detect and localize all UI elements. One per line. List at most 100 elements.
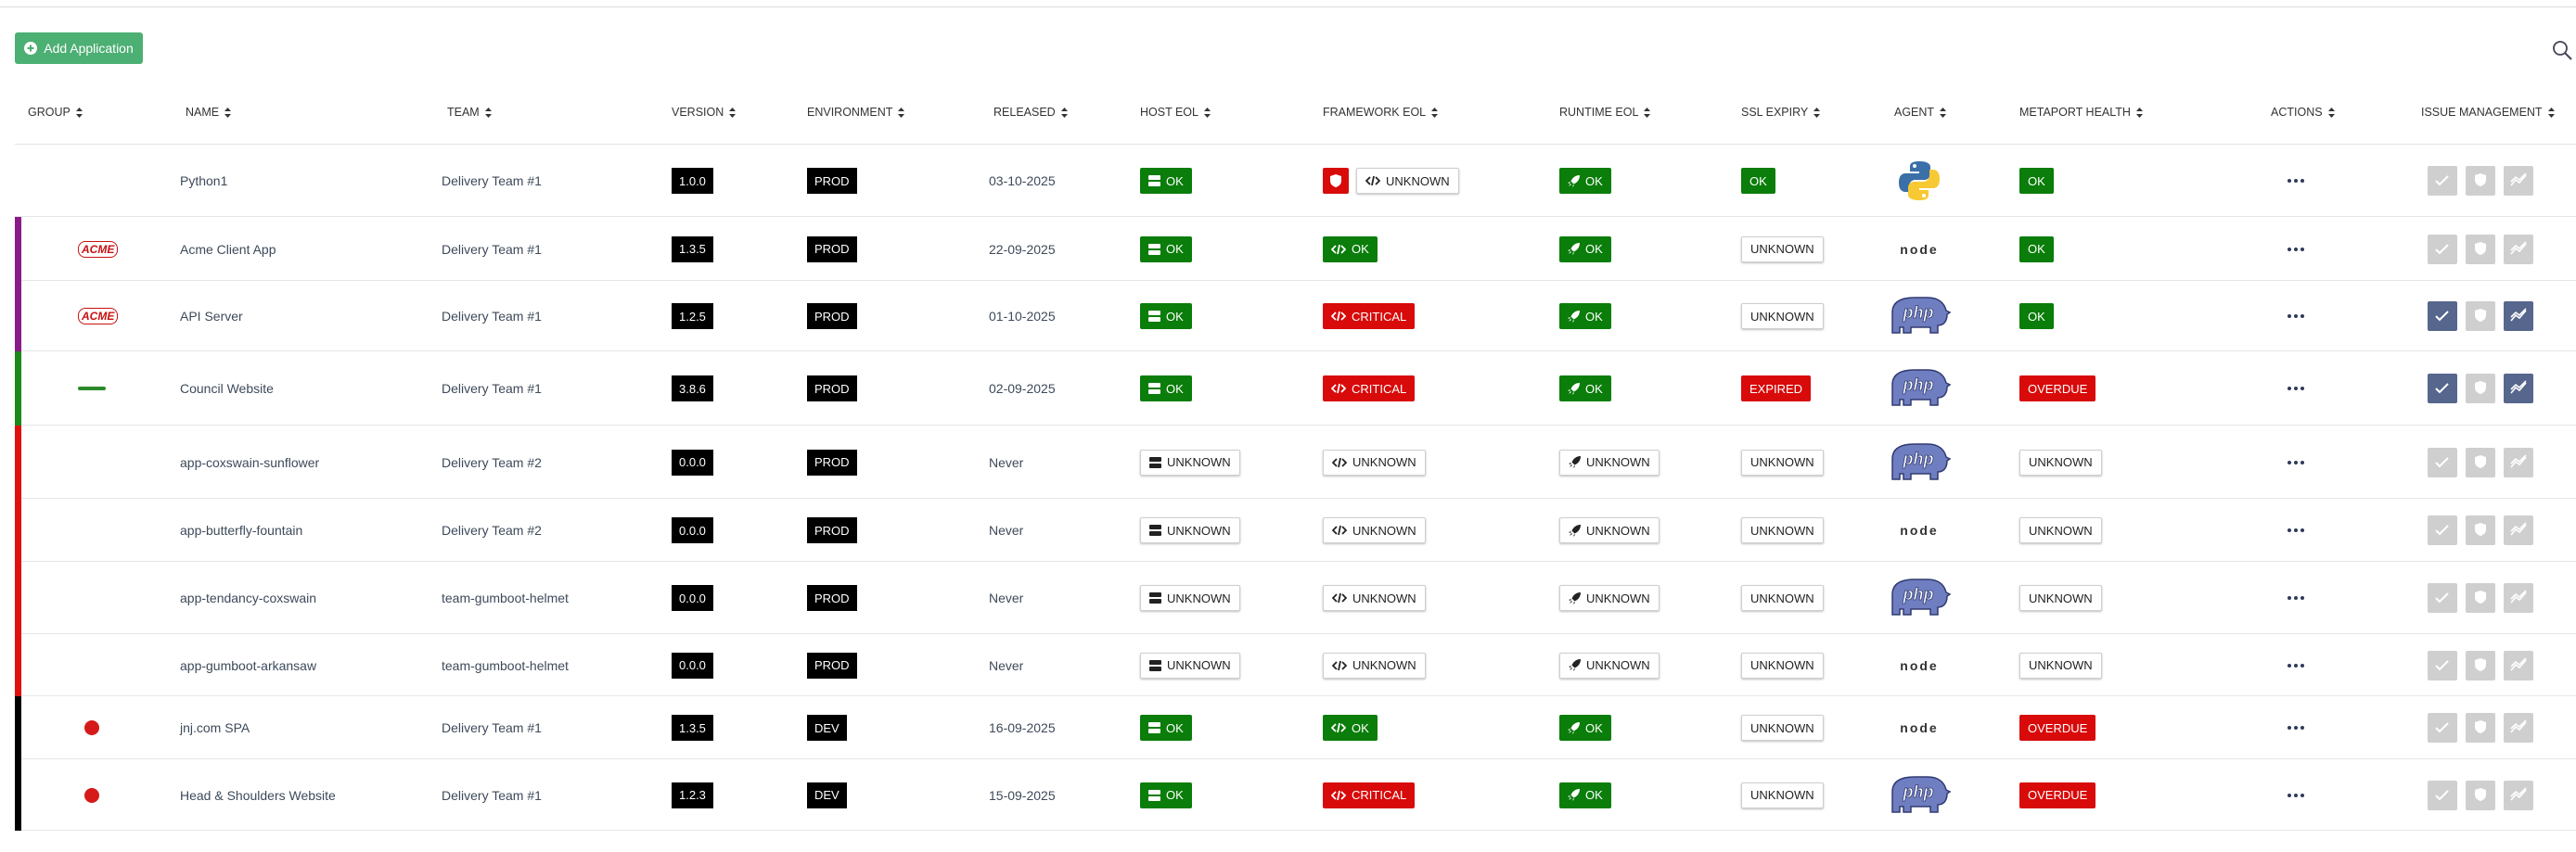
status-icon-svg: [1568, 382, 1580, 395]
column-header[interactable]: RUNTIME EOL: [1559, 106, 1651, 119]
issue-button[interactable]: [2504, 301, 2533, 331]
actions-menu[interactable]: [2288, 460, 2304, 464]
group-logo: ACME: [78, 240, 119, 258]
issue-button[interactable]: [2428, 583, 2457, 613]
health-badge: UNKNOWN: [2019, 517, 2102, 543]
issue-button[interactable]: [2428, 447, 2457, 477]
status-text: OK: [1166, 173, 1184, 188]
status-icon: [1148, 789, 1160, 801]
health-badge: OK: [2019, 168, 2054, 194]
issue-button[interactable]: [2504, 515, 2533, 545]
issue-button[interactable]: [2504, 166, 2533, 196]
issue-button[interactable]: [2504, 447, 2533, 477]
column-header[interactable]: HOST EOL: [1140, 106, 1211, 119]
issue-button[interactable]: [2428, 713, 2457, 743]
actions-menu[interactable]: [2288, 314, 2304, 318]
issue-button[interactable]: [2466, 301, 2495, 331]
status-icon: [1149, 592, 1161, 604]
status-text: OK: [1585, 242, 1603, 256]
issue-button[interactable]: [2466, 234, 2495, 264]
search-icon[interactable]: [2551, 39, 2573, 61]
actions-menu[interactable]: [2288, 528, 2304, 532]
status-icon-svg: [1149, 456, 1161, 468]
status-text: CRITICAL: [1352, 788, 1407, 802]
column-header[interactable]: AGENT: [1894, 106, 1947, 119]
issue-icon: [2435, 175, 2449, 186]
header-label: GROUP: [28, 106, 70, 119]
column-header[interactable]: RELEASED: [993, 106, 1068, 119]
health-badge: OK: [2019, 235, 2054, 262]
header-label: RUNTIME EOL: [1559, 106, 1639, 119]
issue-button[interactable]: [2504, 780, 2533, 810]
status-text: UNKNOWN: [1352, 658, 1416, 672]
dot: [2294, 793, 2298, 797]
environment-badge: PROD: [807, 517, 857, 543]
actions-menu[interactable]: [2288, 663, 2304, 668]
issue-button[interactable]: [2428, 301, 2457, 331]
team: Delivery Team #1: [442, 720, 542, 735]
ssl-expiry-badge: OK: [1741, 168, 1775, 194]
actions-menu[interactable]: [2288, 247, 2304, 251]
ssl-expiry-badge: UNKNOWN: [1741, 652, 1824, 679]
issue-button[interactable]: [2466, 780, 2495, 810]
issue-button[interactable]: [2428, 374, 2457, 403]
issue-button[interactable]: [2466, 583, 2495, 613]
issue-button[interactable]: [2466, 650, 2495, 680]
column-header[interactable]: METAPORT HEALTH: [2019, 106, 2143, 119]
host-eol-badge: OK: [1140, 303, 1192, 329]
issue-icon: [2435, 383, 2449, 394]
status-text: UNKNOWN: [1586, 523, 1650, 538]
issue-button[interactable]: [2504, 650, 2533, 680]
health-badge: OVERDUE: [2019, 375, 2096, 401]
column-header[interactable]: ENVIRONMENT: [807, 106, 905, 119]
dot: [2294, 663, 2298, 668]
issue-icon: [2510, 380, 2527, 394]
row-rule: [15, 280, 2576, 281]
issue-button[interactable]: [2466, 713, 2495, 743]
issue-button[interactable]: [2466, 374, 2495, 403]
issue-button[interactable]: [2428, 515, 2457, 545]
issue-button[interactable]: [2504, 374, 2533, 403]
runtime-eol-badge: UNKNOWN: [1559, 449, 1660, 476]
app-name: app-coxswain-sunflower: [180, 454, 320, 470]
status-icon-svg: [1149, 525, 1161, 536]
issue-button[interactable]: [2504, 713, 2533, 743]
released: 03-10-2025: [989, 173, 1056, 188]
version-badge: 0.0.0: [672, 585, 713, 611]
actions-menu[interactable]: [2288, 726, 2304, 730]
sort-icon: [1934, 106, 1947, 119]
released: 16-09-2025: [989, 720, 1056, 735]
released: Never: [989, 454, 1024, 470]
sort-icon: [1426, 106, 1439, 119]
issue-icon: [2435, 592, 2449, 604]
column-header[interactable]: VERSION: [672, 106, 737, 119]
issue-button[interactable]: [2428, 780, 2457, 810]
column-header[interactable]: TEAM: [447, 106, 492, 119]
group-bar: [15, 351, 21, 426]
issue-icon: [2475, 657, 2486, 671]
status-text: OK: [1585, 309, 1603, 324]
status-text: OK: [1352, 720, 1369, 735]
add-application-button[interactable]: Add Application: [15, 32, 143, 64]
issue-button[interactable]: [2466, 166, 2495, 196]
actions-menu[interactable]: [2288, 179, 2304, 183]
column-header[interactable]: SSL EXPIRY: [1741, 106, 1821, 119]
column-header[interactable]: GROUP: [28, 106, 83, 119]
column-header[interactable]: FRAMEWORK EOL: [1323, 106, 1439, 119]
status-icon: [1569, 456, 1581, 468]
column-header[interactable]: ISSUE MANAGEMENT: [2421, 106, 2555, 119]
issue-button[interactable]: [2504, 234, 2533, 264]
column-header[interactable]: ACTIONS: [2271, 106, 2335, 119]
column-header[interactable]: NAME: [186, 106, 232, 119]
issue-button[interactable]: [2466, 515, 2495, 545]
dot: [2300, 387, 2304, 390]
issue-button[interactable]: [2428, 166, 2457, 196]
actions-menu[interactable]: [2288, 387, 2304, 390]
issue-button[interactable]: [2428, 234, 2457, 264]
issue-button[interactable]: [2504, 583, 2533, 613]
header-label: METAPORT HEALTH: [2019, 106, 2131, 119]
actions-menu[interactable]: [2288, 793, 2304, 797]
actions-menu[interactable]: [2288, 596, 2304, 600]
issue-button[interactable]: [2466, 447, 2495, 477]
issue-button[interactable]: [2428, 650, 2457, 680]
